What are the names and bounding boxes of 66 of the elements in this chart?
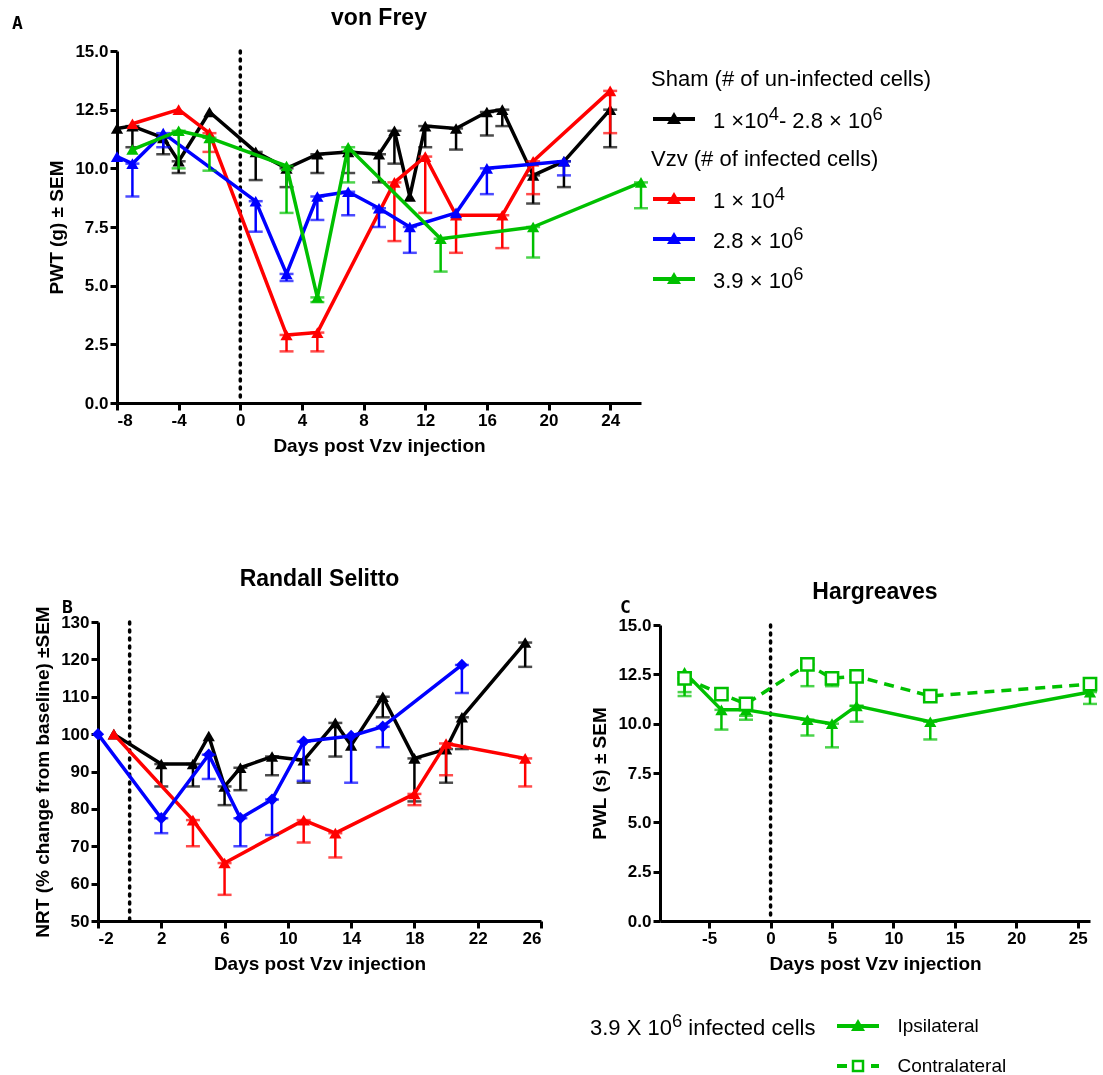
x-tick-label: 16	[477, 410, 497, 430]
x-tick-label: 22	[468, 928, 488, 948]
x-axis-title: Days post Vzv injection	[769, 952, 982, 974]
y-axis-title: PWT (g) ± SEM	[46, 160, 68, 295]
y-axis-title: PWL (s) ± SEM	[589, 707, 611, 840]
x-tick-label: 20	[539, 410, 559, 430]
y-tick-label: 12.5	[75, 100, 109, 120]
text: A	[12, 12, 23, 33]
legend-label: Ipsilateral	[897, 1015, 979, 1037]
y-axis-title: NRT (% change from baseline) ±SEM	[32, 606, 54, 938]
legend-label: 2.8 × 10$^{6}$	[713, 223, 804, 255]
y-tick-label: 7.5	[627, 763, 652, 783]
y-tick-label: 70	[70, 836, 90, 856]
x-tick-label: 0	[766, 928, 776, 948]
x-tick-label: 10	[884, 928, 904, 948]
y-tick-label: 0.0	[84, 393, 109, 413]
y-tick-label: 80	[70, 799, 90, 819]
y-tick-label: 2.5	[84, 334, 109, 354]
x-tick-label: 4	[297, 410, 308, 430]
text: 3.9 X 10$^{6}$ infected cells	[590, 1010, 816, 1042]
x-tick-label: 18	[405, 928, 425, 948]
y-tick-label: 50	[70, 911, 90, 931]
x-tick-label: 26	[522, 928, 542, 948]
x-axis-title: Days post Vzv injection	[213, 952, 427, 974]
y-tick-label: 0.0	[627, 911, 652, 931]
legend-label: Contralateral	[897, 1055, 1007, 1075]
chart-title: Hargreaves	[812, 578, 938, 604]
legend-label: 1 × 10$^{4}$	[713, 183, 785, 215]
y-tick-label: 120	[61, 649, 90, 669]
y-tick-label: 10.0	[75, 158, 109, 178]
x-tick-label: 20	[1007, 928, 1027, 948]
x-tick-label: 25	[1068, 928, 1088, 948]
x-tick-label: 12	[416, 410, 436, 430]
legend-label: 1 ×10$^{4}$- 2.8 × 10$^{6}$	[713, 103, 883, 135]
x-tick-label: 24	[601, 410, 621, 430]
y-tick-label: 110	[62, 687, 90, 707]
y-tick-label: 2.5	[627, 862, 652, 882]
x-tick-label: 6	[220, 928, 230, 948]
text: Vzv (# of infected cells)	[651, 146, 879, 172]
y-tick-label: 60	[70, 874, 90, 894]
chart-title: von Frey	[331, 4, 428, 30]
y-tick-label: 15.0	[75, 41, 109, 61]
y-tick-label: 90	[70, 762, 90, 781]
x-tick-label: 0	[236, 410, 246, 430]
y-tick-label: 5.0	[627, 812, 652, 832]
x-tick-label: 15	[945, 928, 965, 948]
x-tick-label: -4	[171, 410, 188, 430]
x-tick-label: 8	[359, 410, 369, 430]
x-axis-title: Days post Vzv injection	[273, 434, 486, 456]
y-tick-label: 100	[61, 724, 90, 744]
x-tick-label: -8	[117, 410, 133, 430]
legend-label: 3.9 × 10$^{6}$	[713, 263, 804, 295]
x-tick-label: -5	[702, 928, 718, 948]
text: C	[620, 596, 631, 617]
y-tick-label: 7.5	[84, 217, 109, 237]
y-tick-label: 12.5	[618, 664, 652, 684]
x-tick-label: 5	[827, 928, 838, 948]
y-tick-label: 10.0	[618, 714, 652, 734]
y-tick-label: 15.0	[618, 615, 652, 635]
x-tick-label: 10	[278, 928, 298, 948]
x-tick-label: 2	[157, 928, 167, 948]
x-tick-label: -2	[98, 928, 114, 948]
chart-title: Randall Selitto	[239, 565, 400, 592]
y-tick-label: 5.0	[84, 276, 109, 296]
x-tick-label: 14	[342, 928, 362, 948]
legend-title: Sham (# of un-infected cells)	[651, 66, 932, 92]
